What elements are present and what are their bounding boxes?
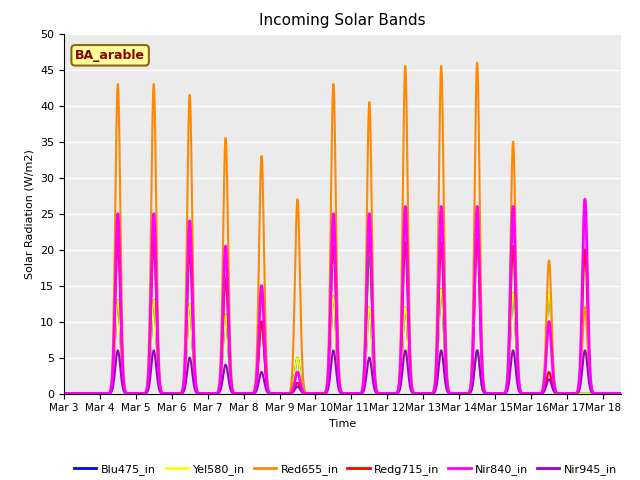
Title: Incoming Solar Bands: Incoming Solar Bands (259, 13, 426, 28)
Y-axis label: Solar Radiation (W/m2): Solar Radiation (W/m2) (24, 149, 35, 278)
Text: BA_arable: BA_arable (75, 49, 145, 62)
X-axis label: Time: Time (329, 419, 356, 429)
Legend: Blu475_in, Gm535_in, Yel580_in, Red655_in, Redg715_in, Nir840_in, Nir945_in: Blu475_in, Gm535_in, Yel580_in, Red655_i… (70, 460, 621, 480)
